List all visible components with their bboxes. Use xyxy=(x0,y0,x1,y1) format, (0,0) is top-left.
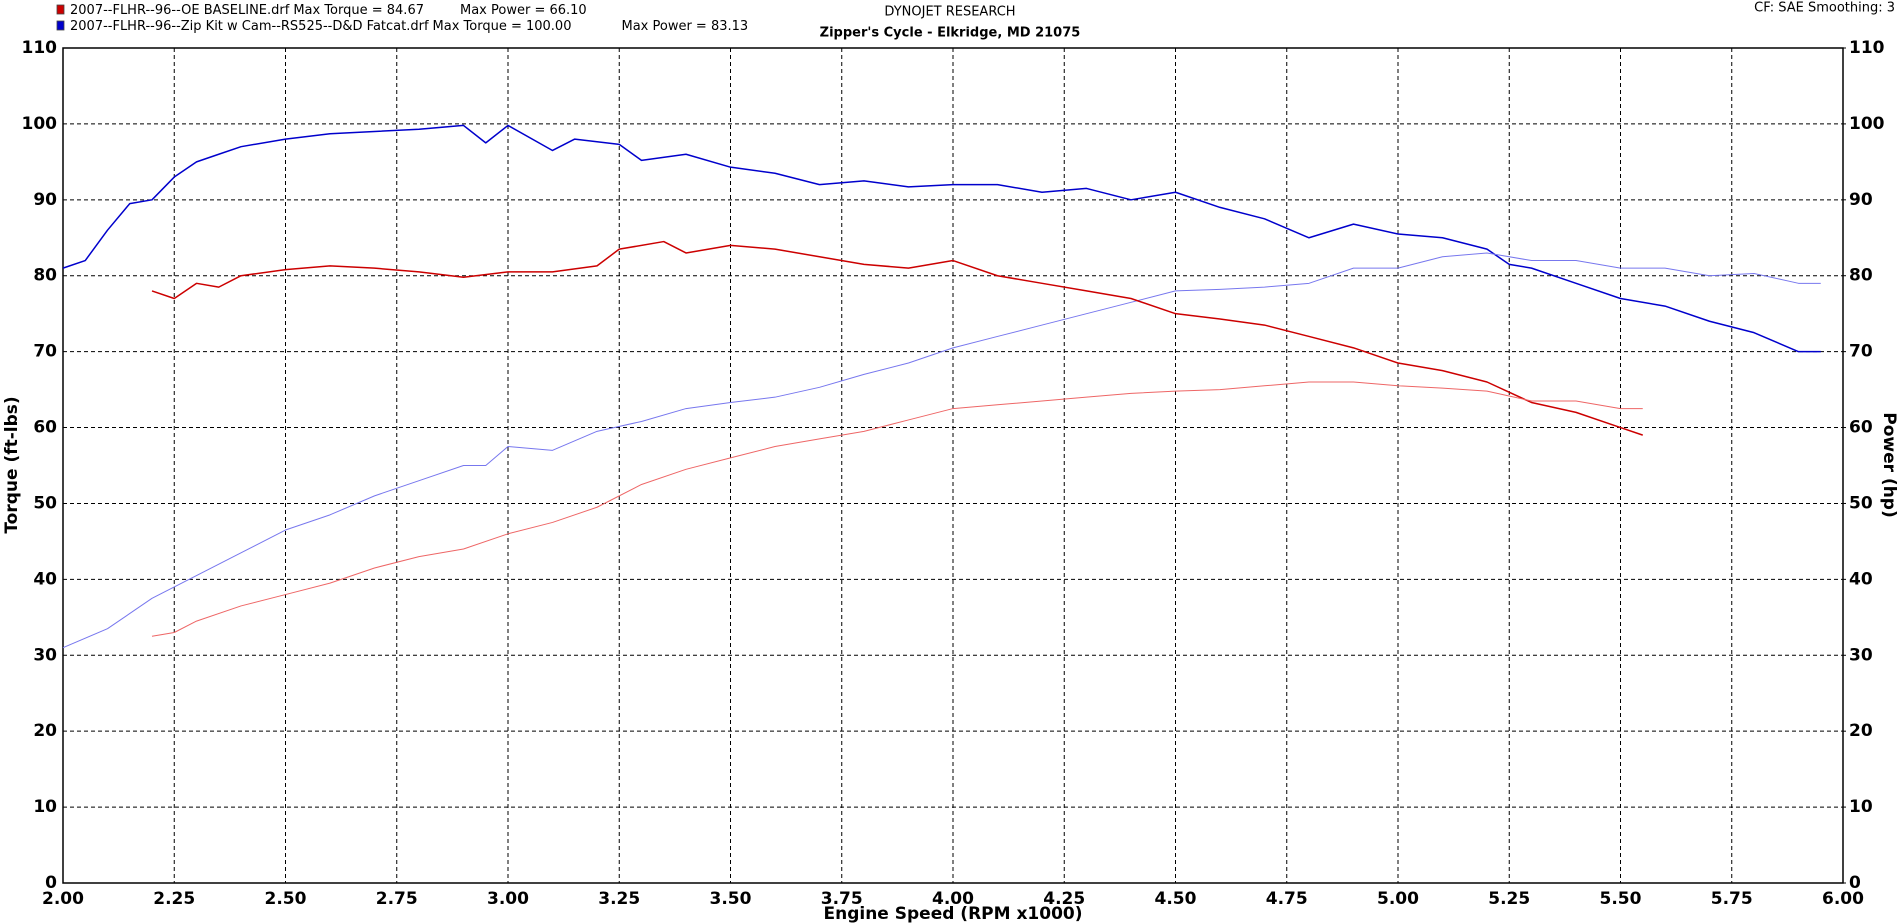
y-tick-label: 50 xyxy=(33,493,57,513)
y-axis-label: Torque (ft-lbs) xyxy=(2,396,22,533)
y2-tick-label: 50 xyxy=(1849,493,1873,513)
y-tick-label: 20 xyxy=(33,721,57,741)
legend-entry: 2007--FLHR--96--Zip Kit w Cam--RS525--D&… xyxy=(70,19,748,34)
y2-tick-label: 70 xyxy=(1849,342,1873,362)
legend-max-torque: Max Torque = 84.67 xyxy=(293,3,424,18)
x-tick-label: 5.25 xyxy=(1488,889,1530,909)
data-line xyxy=(151,381,1643,637)
y2-axis-label: Power (hp) xyxy=(1879,412,1899,518)
x-tick-label: 4.75 xyxy=(1266,889,1308,909)
x-tick-label: 2.25 xyxy=(153,889,195,909)
y-tick-label: 0 xyxy=(45,873,57,893)
x-axis-label: Engine Speed (RPM x1000) xyxy=(823,904,1082,923)
y-tick-label: 90 xyxy=(33,190,57,210)
y2-tick-label: 90 xyxy=(1849,190,1873,210)
legend-entry: 2007--FLHR--96--OE BASELINE.drf Max Torqu… xyxy=(70,3,587,18)
x-tick-label: 4.00 xyxy=(932,889,974,909)
y2-tick-label: 40 xyxy=(1849,569,1873,589)
x-tick-label: 5.75 xyxy=(1711,889,1753,909)
data-line xyxy=(62,124,1821,353)
legend-max-torque: Max Torque = 100.00 xyxy=(433,19,572,34)
x-tick-label: 3.25 xyxy=(598,889,640,909)
legend-swatch xyxy=(56,20,65,31)
y-tick-label: 30 xyxy=(33,645,57,665)
y2-tick-label: 100 xyxy=(1849,114,1885,134)
y2-tick-label: 10 xyxy=(1849,797,1873,817)
plot-frame xyxy=(62,47,1844,884)
x-tick-label: 5.00 xyxy=(1377,889,1419,909)
y-tick-label: 60 xyxy=(33,418,57,438)
legend-max-power: Max Power = 66.10 xyxy=(460,3,587,18)
legend-label: 2007--FLHR--96--Zip Kit w Cam--RS525--D&… xyxy=(70,19,429,34)
data-line xyxy=(151,240,1643,436)
x-tick-label: 3.00 xyxy=(487,889,529,909)
x-tick-label: 3.75 xyxy=(821,889,863,909)
x-tick-label: 6.00 xyxy=(1822,889,1864,909)
y2-tick-label: 30 xyxy=(1849,645,1873,665)
x-tick-label: 3.50 xyxy=(710,889,752,909)
y2-tick-label: 20 xyxy=(1849,721,1873,741)
y-tick-label: 110 xyxy=(22,38,58,58)
y2-tick-label: 80 xyxy=(1849,266,1873,286)
legend-max-power: Max Power = 83.13 xyxy=(621,19,748,34)
x-tick-label: 2.75 xyxy=(376,889,418,909)
x-tick-label: 2.50 xyxy=(265,889,307,909)
y2-tick-label: 110 xyxy=(1849,38,1885,58)
legend-swatch xyxy=(56,4,65,15)
x-tick-label: 4.25 xyxy=(1043,889,1085,909)
legend-label: 2007--FLHR--96--OE BASELINE.drf xyxy=(70,3,290,18)
chart-subtitle: Zipper's Cycle - Elkridge, MD 21075 xyxy=(820,26,1081,41)
chart-title: DYNOJET RESEARCH xyxy=(884,5,1015,20)
y-tick-label: 70 xyxy=(33,342,57,362)
x-tick-label: 2.00 xyxy=(42,889,84,909)
x-tick-label: 5.50 xyxy=(1600,889,1642,909)
y2-tick-label: 0 xyxy=(1849,873,1861,893)
y-tick-label: 40 xyxy=(33,569,57,589)
data-line xyxy=(62,252,1821,649)
y-tick-label: 100 xyxy=(22,114,58,134)
y2-tick-label: 60 xyxy=(1849,418,1873,438)
x-tick-label: 4.50 xyxy=(1155,889,1197,909)
y-tick-label: 10 xyxy=(33,797,57,817)
y-tick-label: 80 xyxy=(33,266,57,286)
settings-text: CF: SAE Smoothing: 3 xyxy=(1754,1,1895,16)
